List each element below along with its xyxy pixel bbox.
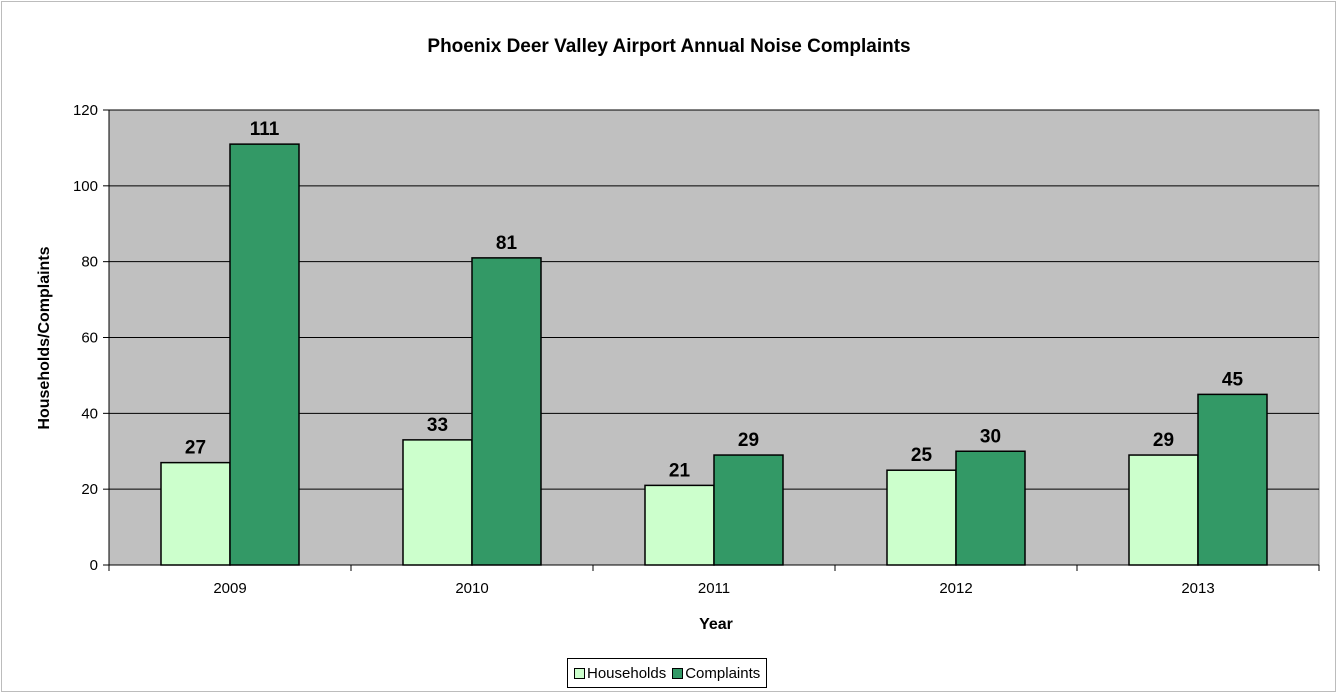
- y-tick-label: 40: [81, 405, 98, 422]
- x-tick-label: 2009: [213, 580, 246, 597]
- legend-item-complaints: Complaints: [672, 665, 760, 682]
- gridlines: [109, 109, 1319, 490]
- x-tick-label: 2012: [939, 580, 972, 597]
- bar-households: [1128, 454, 1199, 566]
- data-label-complaints: 111: [250, 119, 280, 140]
- chart-title: Phoenix Deer Valley Airport Annual Noise…: [427, 36, 910, 57]
- data-label-complaints: 29: [738, 430, 759, 451]
- bar-complaints: [713, 454, 784, 566]
- bar-households: [402, 439, 473, 566]
- bar-households: [644, 484, 715, 566]
- bar-households: [886, 469, 957, 566]
- x-tick-label: 2010: [455, 580, 488, 597]
- x-tick-label: 2013: [1181, 580, 1214, 597]
- y-axis-ticks: 0 20 40 60 80 100 120: [73, 102, 98, 574]
- y-tick-label: 80: [81, 254, 98, 271]
- bar-complaints: [229, 143, 300, 566]
- y-axis-title: Households/Complaints: [36, 246, 53, 429]
- bar-complaints: [1197, 393, 1268, 566]
- y-tick-label: 100: [73, 178, 98, 195]
- y-tick-label: 0: [90, 557, 98, 574]
- x-axis-title: Year: [699, 616, 733, 633]
- bar-complaints: [955, 450, 1026, 566]
- y-tick-label: 60: [81, 330, 98, 347]
- data-label-households: 25: [911, 445, 933, 466]
- legend-label-households: Households: [587, 664, 667, 682]
- bar-households: [160, 461, 231, 566]
- legend: Households Complaints: [567, 658, 768, 688]
- data-label-complaints: 45: [1222, 369, 1244, 390]
- x-axis-ticks: 2009 2010 2011 2012 2013: [213, 580, 1214, 597]
- legend-item-households: Households: [574, 665, 666, 682]
- data-label-households: 27: [185, 438, 206, 459]
- data-label-complaints: 30: [980, 426, 1001, 447]
- axes: [103, 109, 1320, 571]
- data-labels: 27 111 33 81 21 29 25 30 29 45: [185, 119, 1244, 481]
- y-tick-label: 20: [81, 481, 98, 498]
- complaints-swatch: [672, 667, 684, 679]
- x-tick-label: 2011: [698, 580, 730, 597]
- households-swatch: [574, 667, 585, 679]
- bars: [160, 143, 1268, 566]
- bar-complaints: [471, 257, 542, 566]
- data-label-households: 21: [669, 460, 691, 481]
- data-label-complaints: 81: [496, 233, 518, 254]
- y-tick-label: 120: [73, 102, 98, 119]
- legend-label-complaints: Complaints: [685, 664, 761, 682]
- data-label-households: 33: [427, 415, 448, 436]
- data-label-households: 29: [1153, 430, 1174, 451]
